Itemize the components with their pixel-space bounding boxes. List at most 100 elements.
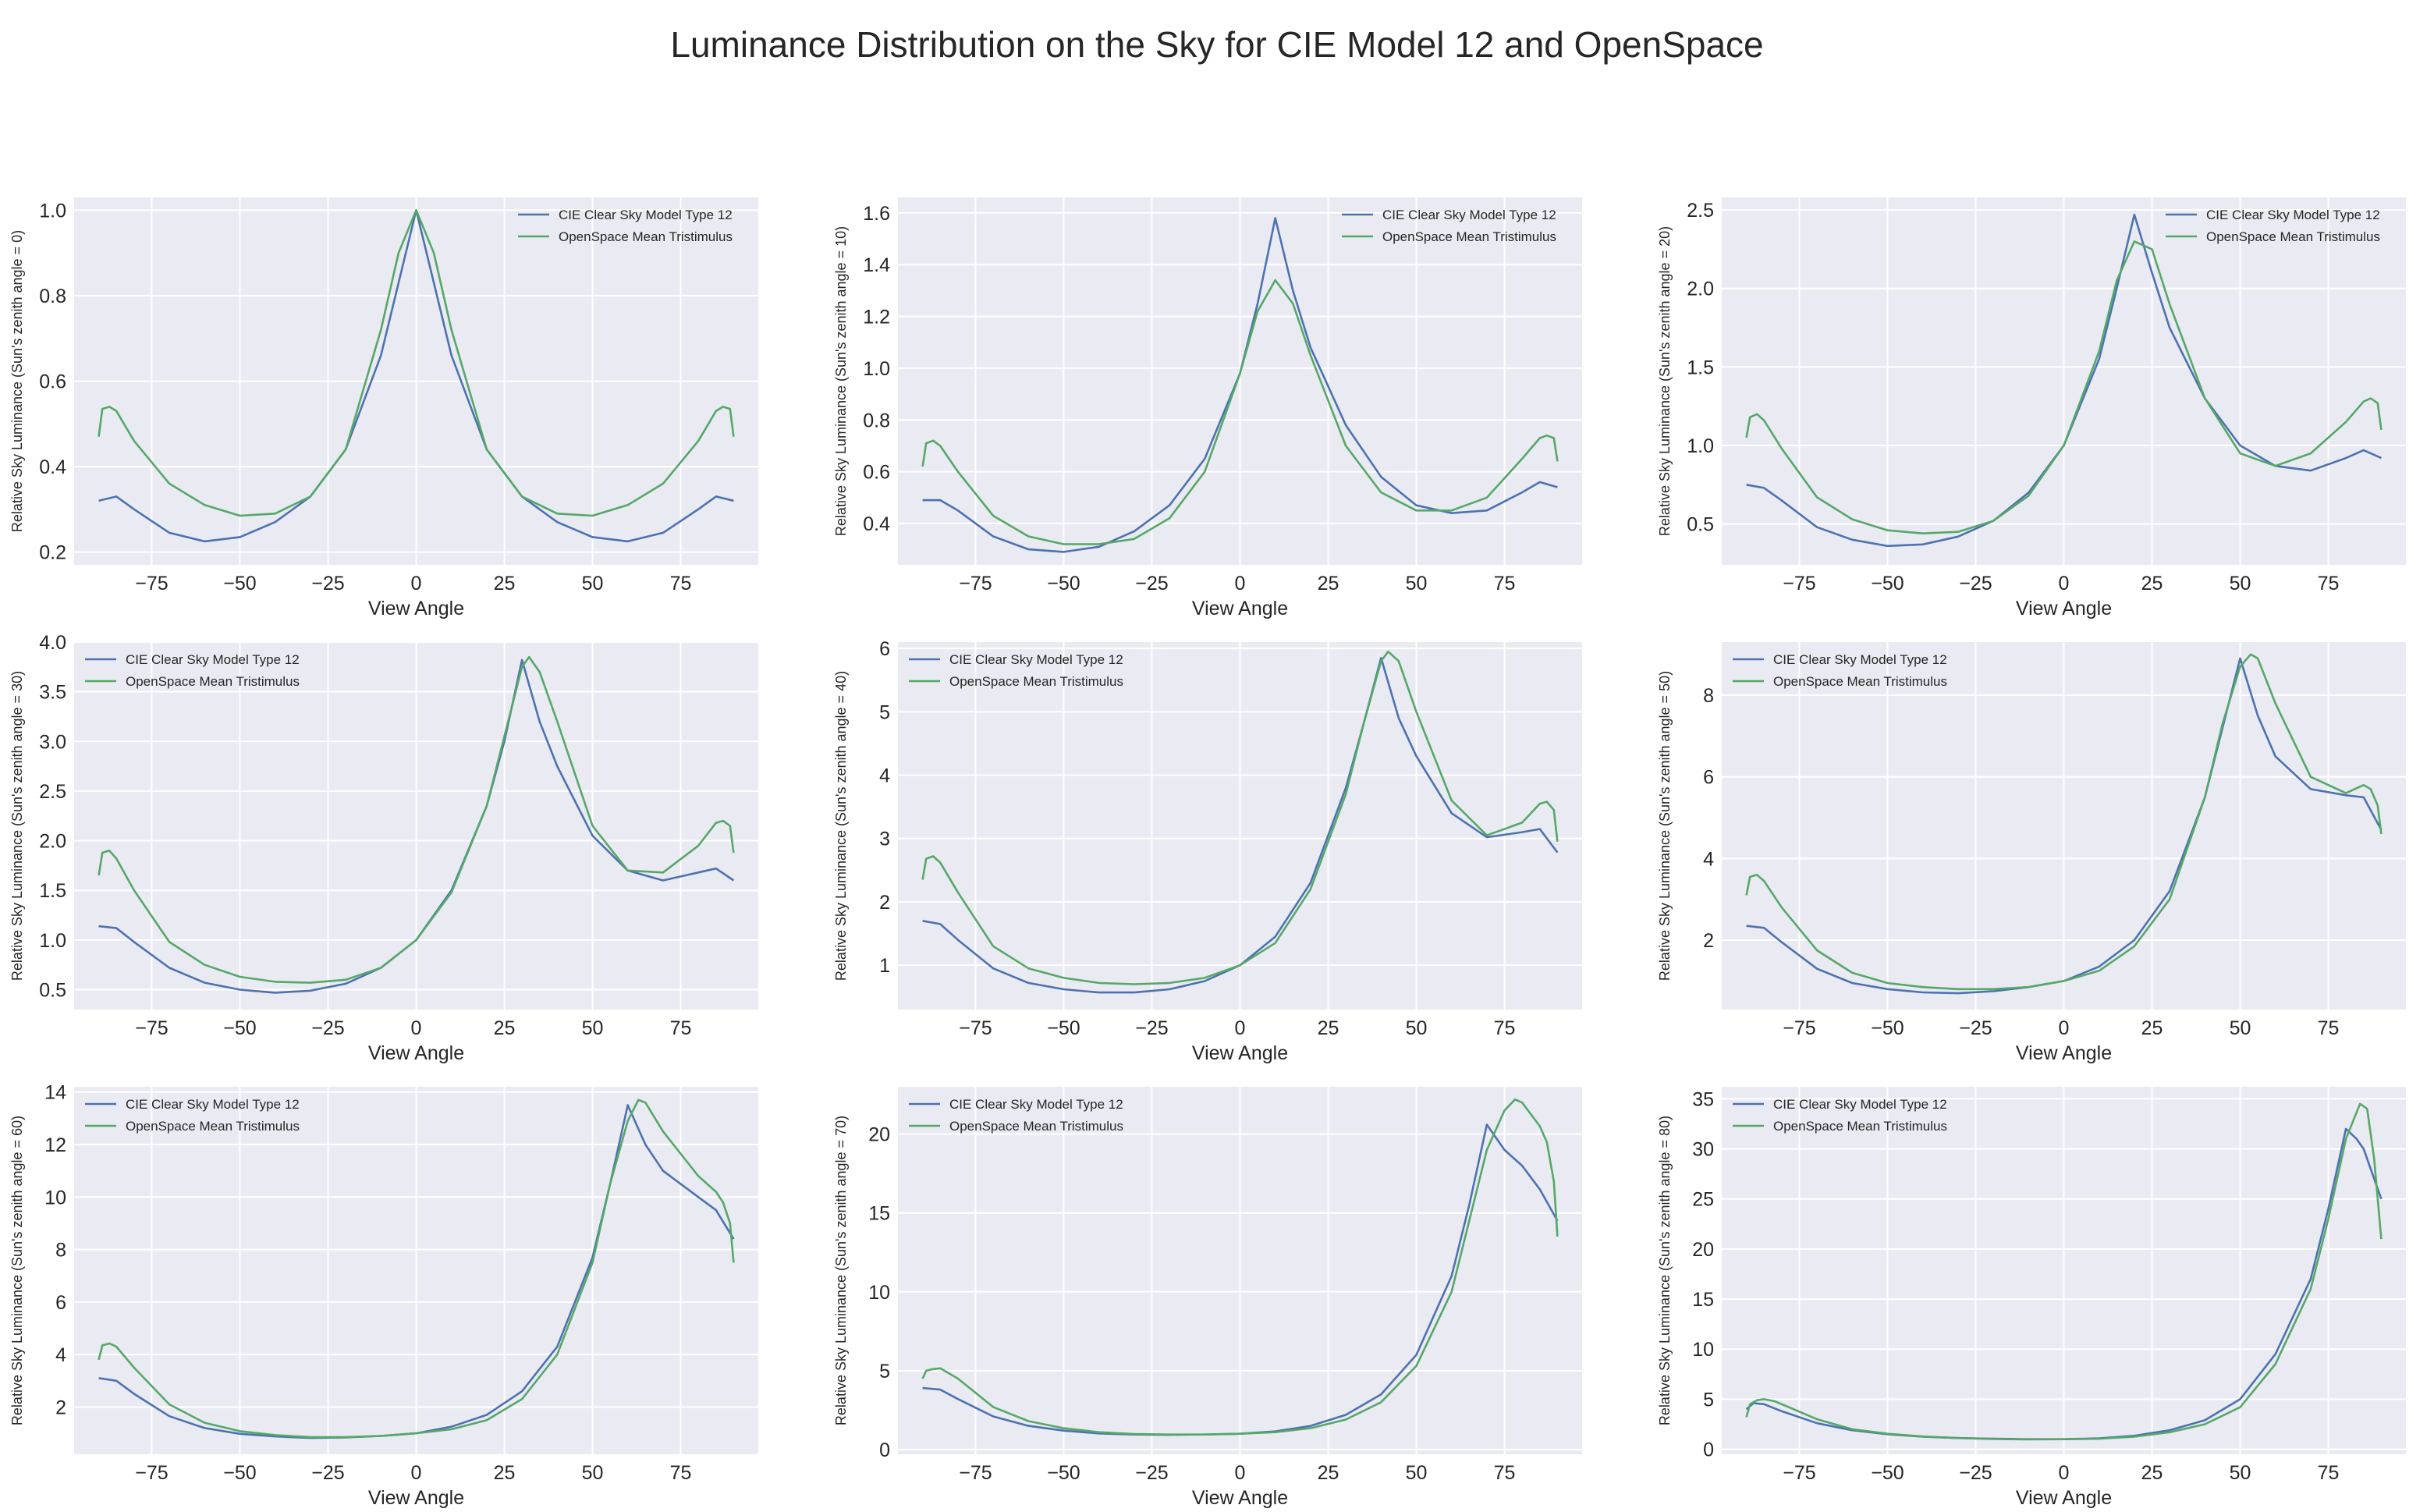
x-tick-label: 0 (411, 573, 422, 595)
x-tick-label: −50 (1871, 573, 1904, 595)
y-tick-label: 1.6 (863, 203, 890, 225)
chart-panel-8: −75 −50 −25 0 25 50 75 0 5 10 15 20 View Angle Relati… (833, 1087, 1582, 1509)
y-tick-label: 10 (868, 1282, 890, 1304)
chart-panel-6: −75 −50 −25 0 25 50 75 2 4 6 8 View Angle Relative S… (1657, 642, 2406, 1064)
chart-panel-2: −75 −50 −25 0 25 50 75 0.4 0.6 0.8 1.0 1.2 1.4 1.6 Vie… (833, 197, 1582, 619)
x-tick-label: 0 (411, 1017, 422, 1039)
legend-label: OpenSpace Mean Tristimulus (949, 1119, 1123, 1134)
y-tick-label: 1.5 (1687, 357, 1714, 378)
legend-label: CIE Clear Sky Model Type 12 (126, 652, 300, 667)
y-tick-label: 1.0 (39, 200, 66, 222)
y-tick-label: 0.8 (863, 410, 890, 431)
chart-panel-5: −75 −50 −25 0 25 50 75 1 2 3 4 5 6 View Angle Relative… (833, 638, 1582, 1064)
y-tick-label: 3.0 (39, 731, 66, 753)
legend: CIE Clear Sky Model Type 12 OpenSpace Mea… (909, 1097, 1123, 1134)
x-tick-label: 25 (2141, 1462, 2163, 1484)
x-axis-label: View Angle (1192, 1487, 1288, 1509)
legend-label: CIE Clear Sky Model Type 12 (2206, 208, 2380, 222)
legend-label: OpenSpace Mean Tristimulus (2206, 229, 2380, 244)
legend-label: OpenSpace Mean Tristimulus (126, 1119, 300, 1134)
series-line-openspace (921, 650, 1559, 985)
y-tick-label: 0.6 (863, 462, 890, 484)
x-tick-label: −75 (959, 1017, 992, 1039)
y-tick-label: 1.0 (1687, 435, 1714, 457)
x-tick-label: −25 (1959, 1462, 1992, 1484)
series-line-openspace (1745, 653, 2383, 991)
y-tick-label: 0.4 (863, 513, 890, 535)
x-tick-label: −25 (311, 1462, 344, 1484)
x-tick-label: 50 (2230, 573, 2251, 595)
legend: CIE Clear Sky Model Type 12 OpenSpace Mea… (1733, 652, 1947, 689)
legend-label: OpenSpace Mean Tristimulus (1382, 229, 1556, 244)
y-tick-label: 14 (44, 1082, 66, 1104)
x-tick-label: −75 (135, 1017, 168, 1039)
x-tick-label: 50 (582, 1462, 604, 1484)
y-tick-label: 25 (1692, 1189, 1714, 1211)
legend-label: CIE Clear Sky Model Type 12 (1382, 208, 1556, 222)
series-line-openspace (98, 655, 735, 984)
chart-panel-3: −75 −50 −25 0 25 50 75 0.5 1.0 1.5 2.0 2.5 View Angl… (1657, 197, 2406, 619)
y-axis-label: Relative Sky Luminance (Sun's zenith ang… (9, 230, 25, 532)
y-tick-label: 0 (879, 1439, 890, 1461)
x-axis-label: View Angle (2016, 598, 2112, 619)
x-tick-label: −50 (1047, 1462, 1080, 1484)
y-tick-label: 10 (1692, 1339, 1714, 1361)
x-tick-label: −25 (1135, 573, 1168, 595)
x-tick-label: −50 (1047, 573, 1080, 595)
y-tick-label: 2.0 (39, 831, 66, 853)
x-tick-label: −50 (223, 1462, 256, 1484)
x-axis-label: View Angle (368, 598, 464, 619)
x-axis-label: View Angle (368, 1042, 464, 1064)
series-line-cie (98, 1104, 735, 1439)
x-tick-label: −25 (1135, 1017, 1168, 1039)
legend-label: OpenSpace Mean Tristimulus (559, 229, 733, 244)
y-tick-label: 20 (1692, 1239, 1714, 1261)
y-tick-label: 0.4 (39, 456, 66, 478)
y-axis-label: Relative Sky Luminance (Sun's zenith ang… (1657, 671, 1673, 981)
series-line-openspace (921, 279, 1559, 545)
x-tick-label: 50 (1406, 1462, 1428, 1484)
series-line-openspace (98, 209, 735, 517)
x-tick-label: −50 (1871, 1462, 1904, 1484)
x-tick-label: −25 (1959, 573, 1992, 595)
y-axis-label: Relative Sky Luminance (Sun's zenith ang… (1657, 1116, 1673, 1425)
x-tick-label: −25 (1959, 1017, 1992, 1039)
y-tick-label: 20 (868, 1124, 890, 1146)
y-tick-label: 0.6 (39, 371, 66, 393)
legend-label: CIE Clear Sky Model Type 12 (949, 1097, 1123, 1112)
x-tick-label: 0 (2059, 573, 2070, 595)
y-tick-label: 1 (879, 955, 890, 977)
chart-panel-7: −75 −50 −25 0 25 50 75 2 4 6 8 10 12 14 View Angle Rela… (9, 1082, 758, 1509)
x-tick-label: 0 (1235, 1017, 1246, 1039)
y-axis-label: Relative Sky Luminance (Sun's zenith ang… (9, 1116, 25, 1425)
x-tick-label: −75 (135, 1462, 168, 1484)
x-tick-label: 0 (1235, 1462, 1246, 1484)
x-tick-label: 75 (1494, 1462, 1516, 1484)
y-axis-label: Relative Sky Luminance (Sun's zenith ang… (833, 671, 849, 981)
y-tick-label: 2.5 (39, 781, 66, 803)
x-tick-label: −75 (1783, 1017, 1815, 1039)
legend-label: OpenSpace Mean Tristimulus (126, 674, 300, 689)
y-axis-label: Relative Sky Luminance (Sun's zenith ang… (1657, 226, 1673, 536)
chart-panel-4: −75 −50 −25 0 25 50 75 0.5 1.0 1.5 2.0 2.5 3.0 3.5 4.0… (9, 632, 758, 1064)
y-tick-label: 3 (879, 829, 890, 850)
legend: CIE Clear Sky Model Type 12 OpenSpace Mea… (2166, 208, 2380, 244)
y-tick-label: 4.0 (39, 632, 66, 654)
x-tick-label: 0 (1235, 573, 1246, 595)
series-line-cie (1746, 657, 2383, 995)
legend: CIE Clear Sky Model Type 12 OpenSpace Mea… (1342, 208, 1556, 244)
x-tick-label: 25 (1318, 1017, 1339, 1039)
x-tick-label: 75 (2318, 1017, 2340, 1039)
legend-label: CIE Clear Sky Model Type 12 (559, 208, 733, 222)
x-tick-label: −50 (223, 573, 256, 595)
x-tick-label: 75 (2318, 1462, 2340, 1484)
series-line-openspace (98, 1099, 735, 1439)
y-tick-label: 12 (44, 1134, 66, 1156)
x-tick-label: 0 (411, 1462, 422, 1484)
x-tick-label: 50 (582, 573, 604, 595)
x-tick-label: −75 (135, 573, 168, 595)
x-tick-label: 0 (2059, 1017, 2070, 1039)
x-tick-label: −50 (223, 1017, 256, 1039)
y-tick-label: 10 (44, 1187, 66, 1209)
legend-label: CIE Clear Sky Model Type 12 (949, 652, 1123, 667)
